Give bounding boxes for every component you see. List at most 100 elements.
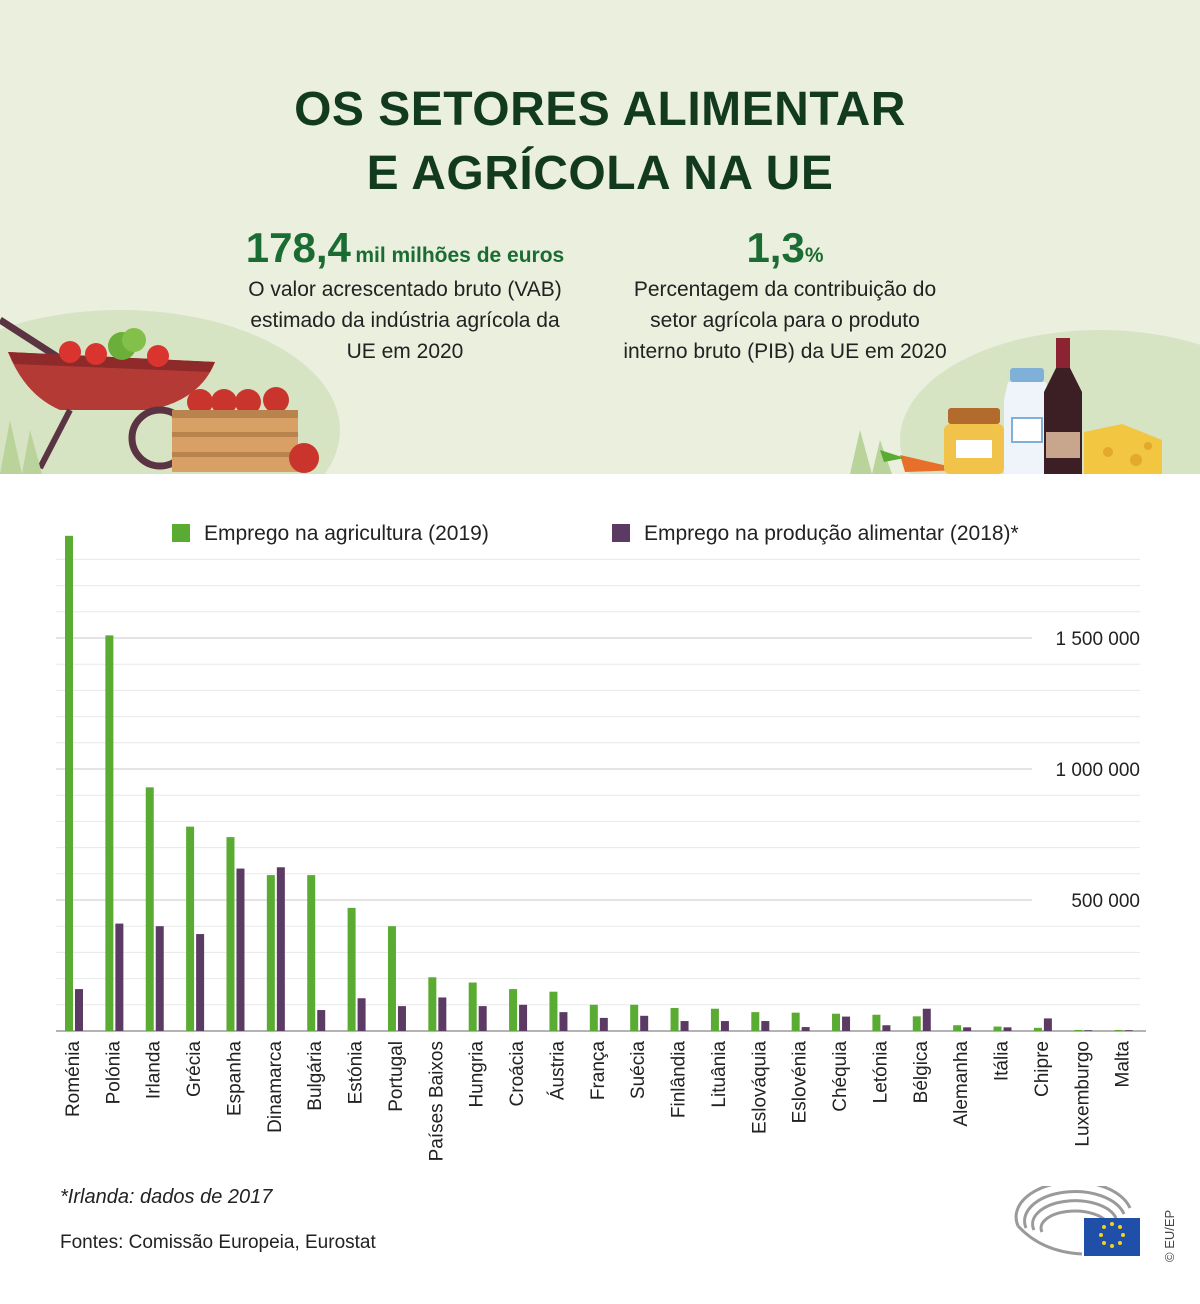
x-category-label: França <box>588 1041 609 1101</box>
bar-food-production <box>559 1012 568 1031</box>
bar-food-production <box>720 1021 729 1031</box>
bar-agriculture <box>710 1008 719 1031</box>
bar-agriculture <box>1114 1029 1123 1031</box>
bar-food-production <box>882 1025 891 1031</box>
title-line-1: OS SETORES ALIMENTAR <box>294 83 906 136</box>
x-category-label: Malta <box>1113 1041 1134 1088</box>
copyright: © EU/EP <box>1162 1209 1177 1262</box>
bar-food-production <box>357 998 366 1031</box>
bar-agriculture <box>226 837 235 1031</box>
grass-left-icon <box>0 420 42 474</box>
footnote: *Irlanda: dados de 2017 <box>60 1186 273 1208</box>
x-category-label: Bulgária <box>305 1041 326 1111</box>
grass-right-icon <box>850 430 892 474</box>
wheelbarrow-icon <box>0 317 215 470</box>
stat-gva-line-3: UE em 2020 <box>346 340 464 363</box>
x-category-label: Polónia <box>103 1041 124 1105</box>
employment-bar-chart: 500 000 1 000 000 1 500 000 Roménia Polónia I… <box>56 522 1146 1161</box>
european-parliament-logo <box>1014 1186 1140 1256</box>
bar-agriculture <box>549 991 558 1031</box>
x-category-label: Roménia <box>63 1041 84 1117</box>
x-category-label: Países Baixos <box>426 1041 447 1161</box>
sources: Fontes: Comissão Europeia, Eurostat <box>60 1232 376 1253</box>
x-category-label: Chipre <box>1032 1041 1053 1097</box>
stat-gva: 178,4 mil milhões de euros O valor acres… <box>230 222 580 367</box>
x-category-label: Áustria <box>547 1041 568 1101</box>
legend-label: Emprego na produção alimentar (2018)* <box>644 522 1019 545</box>
x-category-label: Irlanda <box>144 1041 165 1100</box>
stat-gdp-line-3: interno bruto (PIB) da UE em 2020 <box>623 340 947 363</box>
bar-food-production <box>801 1027 810 1031</box>
x-category-label: Croácia <box>507 1041 528 1107</box>
jar-icon <box>944 408 1004 474</box>
bar-agriculture <box>912 1016 921 1031</box>
title-line-2: E AGRÍCOLA NA UE <box>366 147 834 200</box>
x-category-label: Espanha <box>224 1041 245 1116</box>
x-category-label: Lituânia <box>709 1041 730 1108</box>
bar-agriculture <box>307 875 316 1031</box>
stat-gdp-line-2: setor agrícola para o produto <box>650 309 920 332</box>
milk-bottle-icon <box>1004 368 1050 474</box>
bar-agriculture <box>1033 1027 1042 1031</box>
bar-agriculture <box>791 1012 800 1031</box>
stat-gdp-unit: % <box>804 244 824 267</box>
x-category-label: Luxemburgo <box>1072 1041 1093 1147</box>
hero-illustration <box>0 310 1200 474</box>
bar-food-production <box>196 934 205 1031</box>
bar-food-production <box>922 1008 931 1031</box>
apple-crate-icon <box>172 387 319 473</box>
stat-gdp: 1,3% Percentagem da contribuição do seto… <box>600 222 970 367</box>
page-title: OS SETORES ALIMENTAR E AGRÍCOLA NA UE <box>0 78 1200 206</box>
stat-gdp-line-1: Percentagem da contribuição do <box>633 278 937 301</box>
bar-food-production <box>276 867 285 1031</box>
stat-gva-unit: mil milhões de euros <box>355 244 565 267</box>
bar-food-production <box>1084 1030 1093 1032</box>
x-category-label: Portugal <box>386 1041 407 1112</box>
y-tick-label: 1 500 000 <box>1055 629 1140 650</box>
bar-food-production <box>115 923 124 1031</box>
legend-label: Emprego na agricultura (2019) <box>204 522 489 545</box>
bar-food-production <box>478 1006 487 1031</box>
bar-food-production <box>75 989 83 1031</box>
x-category-label: Suécia <box>628 1041 649 1100</box>
x-category-label: Itália <box>992 1041 1013 1082</box>
bar-agriculture <box>630 1004 639 1031</box>
bar-agriculture <box>953 1025 962 1031</box>
bar-agriculture <box>145 787 154 1031</box>
bar-food-production <box>1124 1030 1133 1032</box>
y-tick-label: 1 000 000 <box>1055 760 1140 781</box>
x-category-label: Dinamarca <box>265 1041 286 1133</box>
hero-banner: OS SETORES ALIMENTAR E AGRÍCOLA NA UE 17… <box>0 0 1200 474</box>
bar-agriculture <box>589 1004 598 1031</box>
y-tick-label: 500 000 <box>1071 891 1140 912</box>
x-category-label: Eslováquia <box>749 1041 770 1134</box>
bar-food-production <box>397 1006 406 1031</box>
x-category-label: Letónia <box>870 1041 891 1104</box>
bar-agriculture <box>872 1014 881 1031</box>
bar-agriculture <box>468 982 477 1031</box>
bar-food-production <box>761 1021 770 1031</box>
bar-agriculture <box>993 1026 1002 1031</box>
bar-agriculture <box>65 535 73 1031</box>
bar-food-production <box>236 868 245 1031</box>
bar-food-production <box>155 926 164 1031</box>
stat-gdp-value: 1,3 <box>746 224 805 271</box>
wine-bottle-icon <box>1044 338 1082 474</box>
bar-food-production <box>317 1010 326 1031</box>
bar-agriculture <box>105 635 114 1031</box>
bar-agriculture <box>1074 1029 1083 1031</box>
bar-food-production <box>1043 1018 1052 1031</box>
x-category-label: Hungria <box>467 1041 488 1108</box>
bar-food-production <box>842 1016 851 1031</box>
x-category-label: Grécia <box>184 1041 205 1097</box>
bar-agriculture <box>347 907 356 1031</box>
stat-gva-line-2: estimado da indústria agrícola da <box>250 309 560 332</box>
bar-food-production <box>599 1017 608 1031</box>
cheese-icon <box>1084 424 1162 474</box>
x-category-label: Eslovénia <box>790 1041 811 1124</box>
x-category-label: Finlândia <box>669 1041 690 1119</box>
stat-gva-line-1: O valor acrescentado bruto (VAB) <box>248 278 562 301</box>
x-category-label: Alemanha <box>951 1041 972 1127</box>
bar-agriculture <box>186 826 195 1031</box>
legend-swatch <box>172 524 190 542</box>
